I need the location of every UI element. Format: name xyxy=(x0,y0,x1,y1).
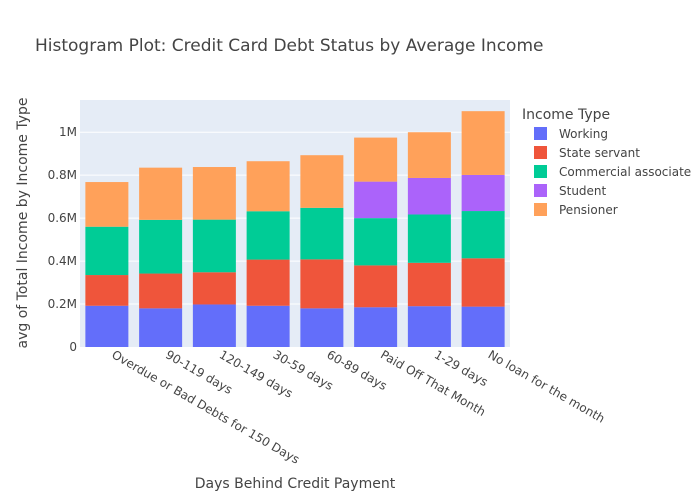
bar-segment xyxy=(354,137,398,182)
x-tick-label: 60-89 days xyxy=(324,347,389,393)
bar-segment xyxy=(192,167,236,220)
bar-segment xyxy=(461,306,505,347)
legend-swatch xyxy=(534,127,547,140)
bar-segment xyxy=(354,307,398,347)
legend-label: Pensioner xyxy=(559,203,618,217)
bar-segment xyxy=(85,182,129,227)
bar-segment xyxy=(300,207,344,260)
bars xyxy=(85,111,505,347)
bar-segment xyxy=(461,111,505,175)
bar-segment xyxy=(300,308,344,347)
x-tick-label: No loan for the month xyxy=(486,347,608,425)
legend: Income Type Working State servant Commerci… xyxy=(522,107,691,217)
y-axis-title: avg of Total Income by Income Type xyxy=(15,97,31,348)
bar-segment xyxy=(246,259,290,306)
bar-segment xyxy=(407,306,451,347)
y-tick-label: 0.8M xyxy=(48,168,77,182)
bar-segment xyxy=(354,265,398,308)
y-axis-ticks: 0 0.2M 0.4M 0.6M 0.8M 1M xyxy=(48,125,77,354)
legend-swatch xyxy=(534,165,547,178)
y-tick-label: 1M xyxy=(59,125,77,139)
legend-swatch xyxy=(534,184,547,197)
x-tick-label: Overdue or Bad Debts for 150 Days xyxy=(109,347,301,466)
legend-swatch xyxy=(534,203,547,216)
y-tick-label: 0 xyxy=(69,340,77,354)
legend-title: Income Type xyxy=(522,107,610,123)
y-tick-label: 0.2M xyxy=(48,297,77,311)
bar-segment xyxy=(85,226,129,276)
bar-segment xyxy=(139,308,183,347)
bar-segment xyxy=(407,177,451,215)
legend-label: Commercial associate xyxy=(559,165,691,179)
bar-segment xyxy=(246,211,290,260)
bar-segment xyxy=(461,174,505,212)
bar-segment xyxy=(461,258,505,307)
bar-segment xyxy=(139,167,183,220)
bar-segment xyxy=(407,214,451,263)
bar-segment xyxy=(246,305,290,347)
legend-swatch xyxy=(534,146,547,159)
y-tick-label: 0.6M xyxy=(48,211,77,225)
bar-segment xyxy=(192,272,236,305)
bar-segment xyxy=(407,262,451,307)
bar-segment xyxy=(300,155,344,208)
chart-title: Histogram Plot: Credit Card Debt Status … xyxy=(35,36,543,56)
x-axis-title: Days Behind Credit Payment xyxy=(195,476,396,492)
bar-segment xyxy=(85,275,129,306)
bar-segment xyxy=(139,219,183,274)
bar-segment xyxy=(354,181,398,219)
bar-segment xyxy=(85,305,129,347)
x-axis-ticks: Overdue or Bad Debts for 150 Days90-119 … xyxy=(109,347,607,466)
bar-segment xyxy=(246,161,290,212)
legend-label: Student xyxy=(559,184,607,198)
legend-label: State servant xyxy=(559,146,640,160)
y-tick-label: 0.4M xyxy=(48,254,77,268)
bar-segment xyxy=(354,218,398,266)
bar-segment xyxy=(192,219,236,273)
bar-segment xyxy=(461,211,505,259)
bar-segment xyxy=(407,132,451,178)
bar-segment xyxy=(139,273,183,309)
bar-segment xyxy=(192,304,236,347)
legend-label: Working xyxy=(559,127,608,141)
bar-segment xyxy=(300,259,344,309)
